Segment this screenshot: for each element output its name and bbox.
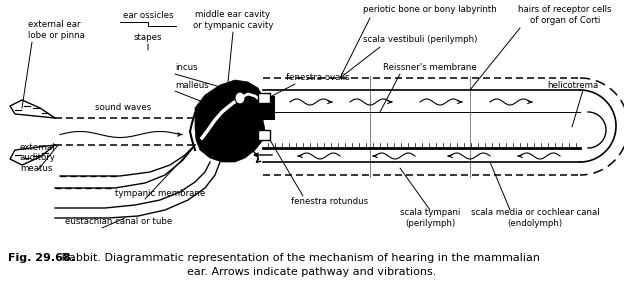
Text: Reissner's membrane: Reissner's membrane bbox=[383, 63, 477, 72]
Ellipse shape bbox=[255, 98, 271, 118]
Text: malleus: malleus bbox=[175, 80, 209, 89]
Text: external ear
lobe or pinna: external ear lobe or pinna bbox=[28, 20, 85, 40]
Text: fenestra rotundus: fenestra rotundus bbox=[291, 198, 369, 207]
Text: incus: incus bbox=[175, 63, 198, 72]
Text: tympanic membrane: tympanic membrane bbox=[115, 188, 205, 198]
Text: scala tympani
(perilymph): scala tympani (perilymph) bbox=[400, 208, 460, 228]
Text: helicotrema: helicotrema bbox=[547, 80, 598, 89]
Text: sound waves: sound waves bbox=[95, 103, 151, 112]
Text: ear. Arrows indicate pathway and vibrations.: ear. Arrows indicate pathway and vibrati… bbox=[187, 267, 437, 277]
Text: Rabbit. Diagrammatic representation of the mechanism of hearing in the mammalian: Rabbit. Diagrammatic representation of t… bbox=[58, 253, 540, 263]
Text: middle ear cavity
or tympanic cavity: middle ear cavity or tympanic cavity bbox=[193, 10, 273, 30]
Text: stapes: stapes bbox=[134, 33, 162, 42]
Ellipse shape bbox=[235, 92, 245, 104]
Text: ear ossicles: ear ossicles bbox=[123, 10, 173, 19]
Text: eustachian canal or tube: eustachian canal or tube bbox=[65, 217, 172, 227]
Text: external
auditory
meatus: external auditory meatus bbox=[20, 143, 56, 173]
Text: Fig. 29.68.: Fig. 29.68. bbox=[8, 253, 75, 263]
Bar bbox=[258, 130, 270, 140]
Text: scala media or cochlear canal
(endolymph): scala media or cochlear canal (endolymph… bbox=[470, 208, 599, 228]
Text: hairs of receptor cells
of organ of Corti: hairs of receptor cells of organ of Cort… bbox=[519, 5, 612, 25]
Text: periotic bone or bony labyrinth: periotic bone or bony labyrinth bbox=[363, 5, 497, 14]
Text: fenestra ovalis: fenestra ovalis bbox=[286, 74, 350, 83]
Text: scala vestibuli (perilymph): scala vestibuli (perilymph) bbox=[363, 36, 477, 45]
Bar bbox=[258, 93, 270, 103]
Bar bbox=[255, 96, 275, 120]
Polygon shape bbox=[195, 80, 265, 162]
